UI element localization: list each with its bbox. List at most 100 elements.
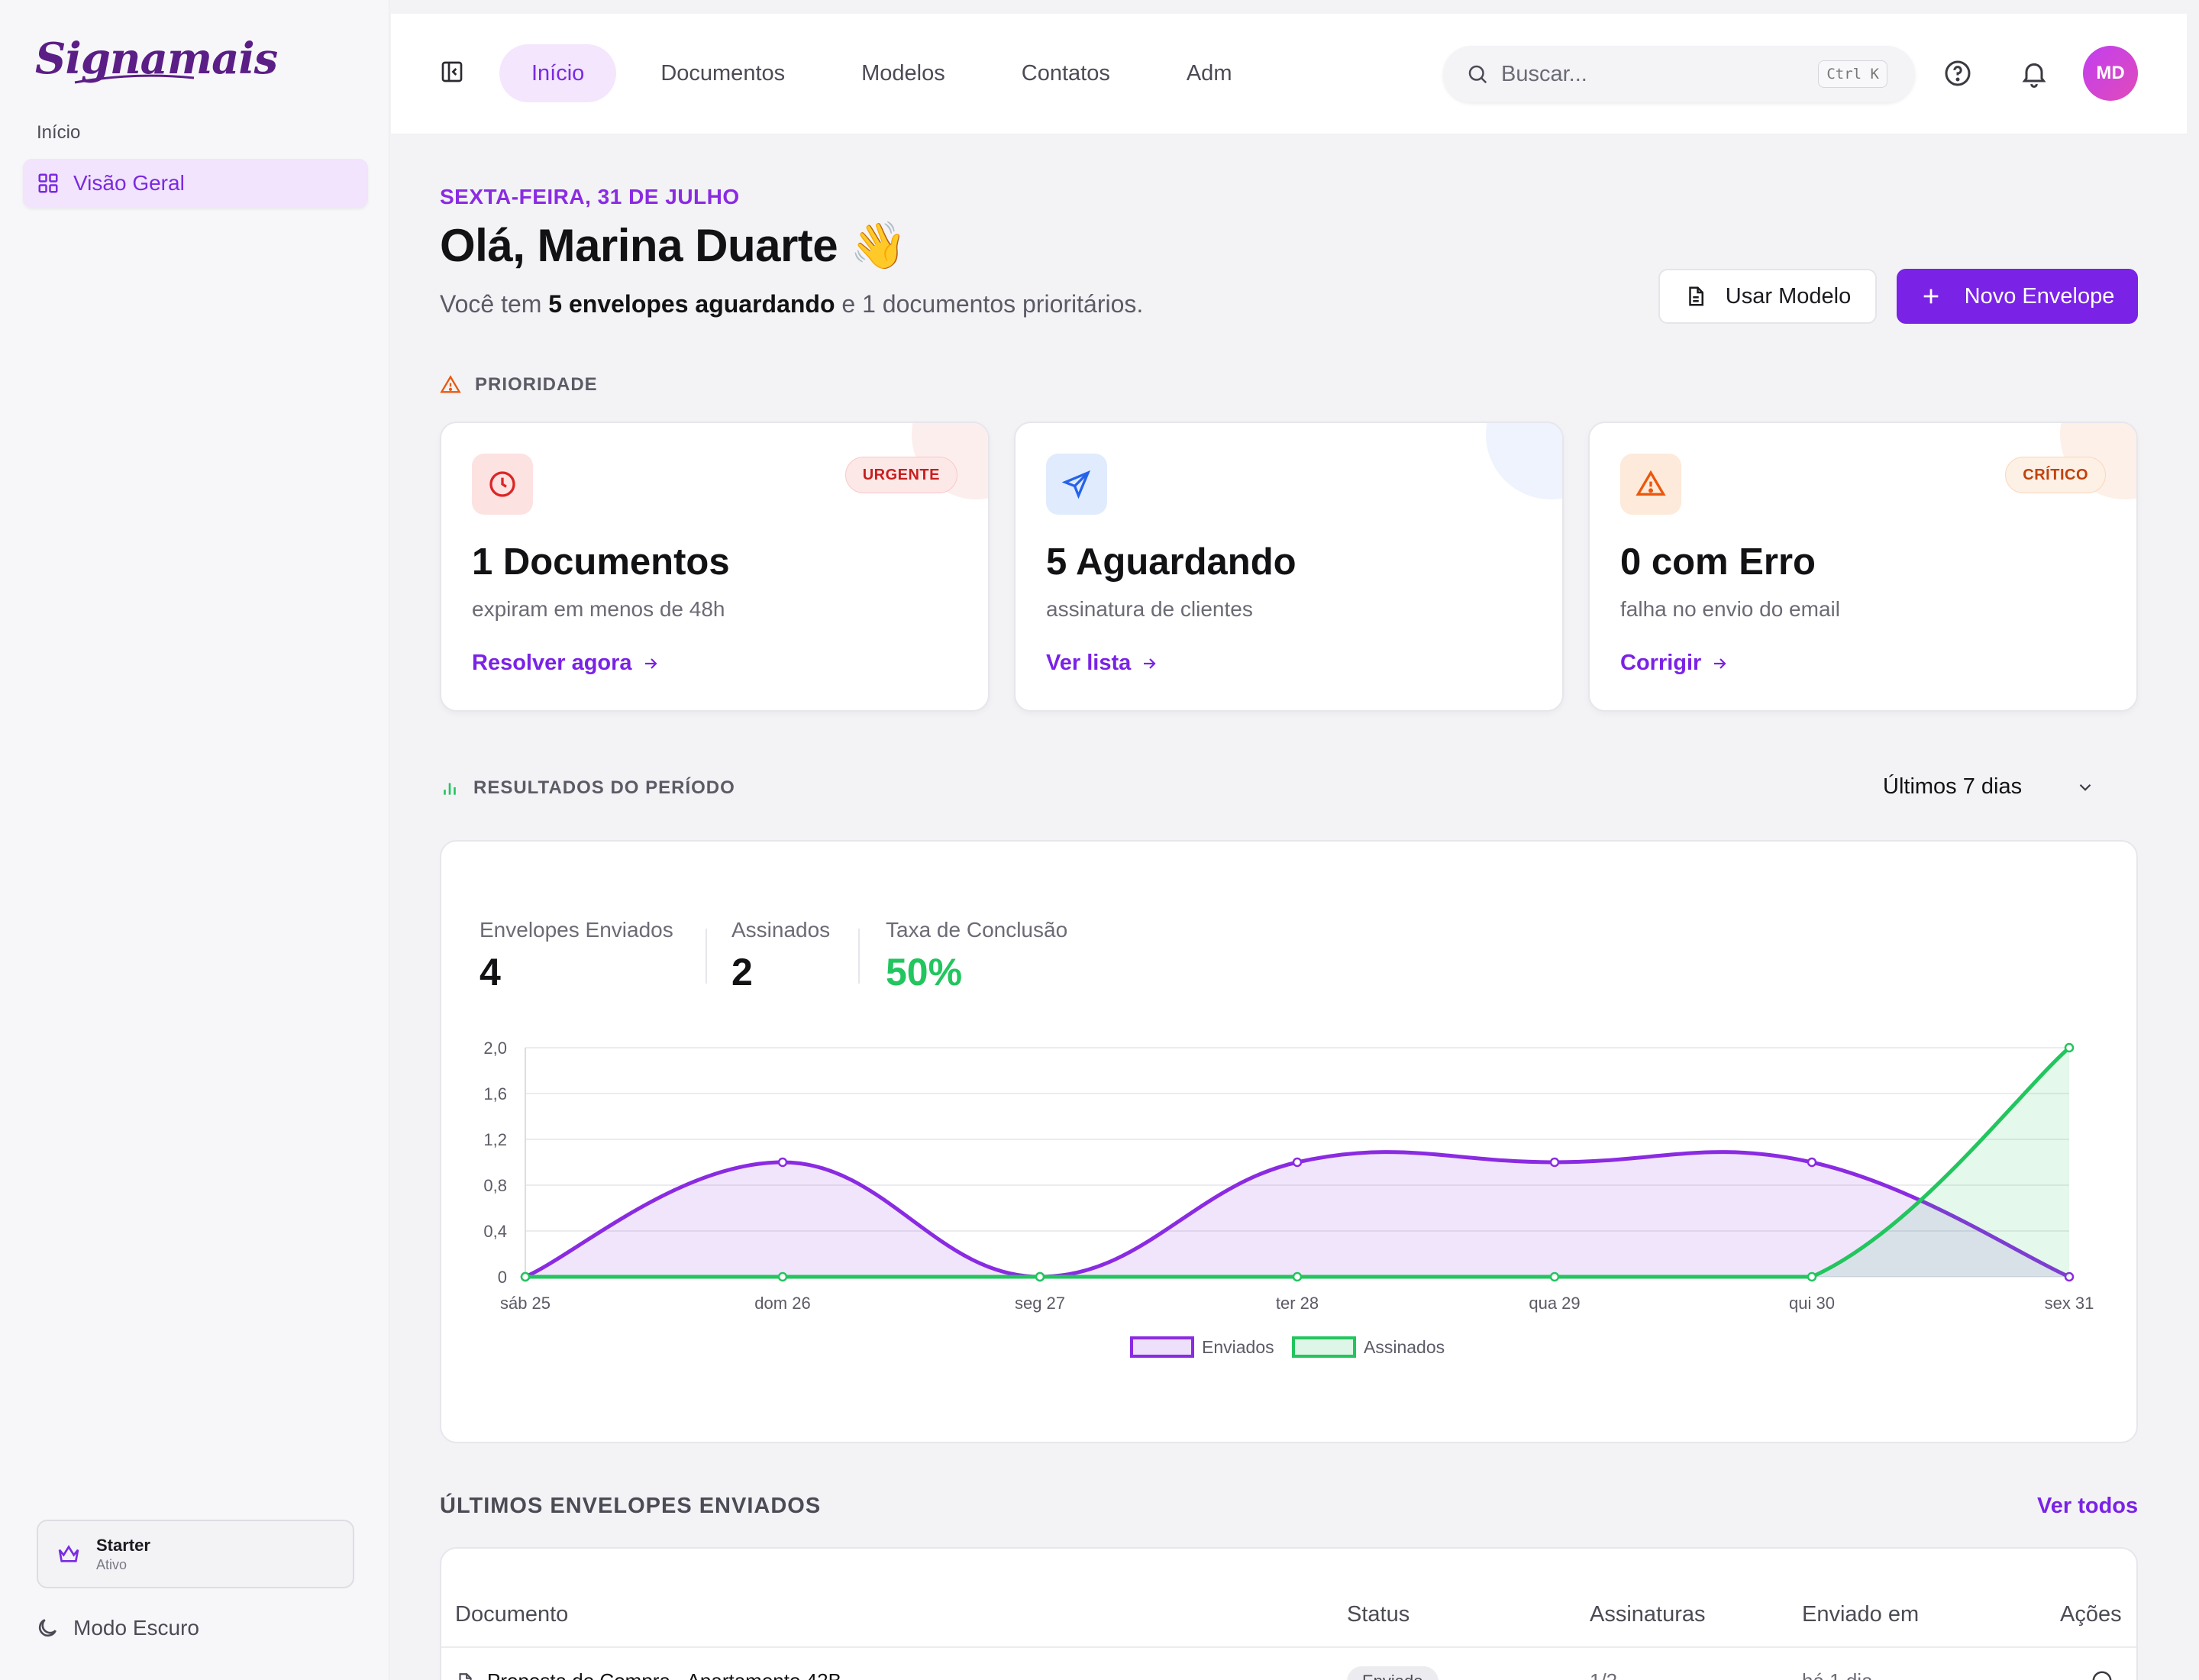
new-envelope-button[interactable]: Novo Envelope <box>1897 269 2138 324</box>
stat-divider <box>706 929 707 984</box>
tab-modelos[interactable]: Modelos <box>861 60 945 86</box>
legend-label: Assinados <box>1364 1337 1445 1357</box>
urgent-badge: URGENTE <box>844 457 957 493</box>
x-tick-label: seg 27 <box>1015 1294 1065 1313</box>
dark-mode-toggle[interactable]: Modo Escuro <box>35 1616 199 1640</box>
document-icon <box>1689 286 1703 306</box>
card-icon-box <box>1046 454 1107 515</box>
chevron-down-icon <box>2079 783 2091 791</box>
card-description: assinatura de clientes <box>1046 597 1253 621</box>
card-link-label: Corrigir <box>1620 651 1702 675</box>
priority-card-urgent[interactable]: URGENTE 1 Documentos expiram em menos de… <box>440 422 990 712</box>
card-icon-box <box>1620 454 1681 515</box>
legend-label: Enviados <box>1202 1337 1274 1357</box>
greeting-subtext: Você tem 5 envelopes aguardando e 1 docu… <box>440 290 1143 318</box>
plus-icon <box>1923 289 1938 304</box>
resolve-now-link[interactable]: Resolver agora <box>472 651 660 676</box>
column-header-status[interactable]: Status <box>1347 1602 1410 1627</box>
tab-adm[interactable]: Adm <box>1186 60 1232 86</box>
data-point <box>520 1271 531 1282</box>
x-tick-label: qua 29 <box>1529 1294 1580 1313</box>
data-point <box>777 1271 788 1282</box>
priority-card-waiting[interactable]: 5 Aguardando assinatura de clientes Ver … <box>1014 422 1564 712</box>
stat-value: 50% <box>886 951 963 993</box>
alert-icon <box>1636 470 1666 496</box>
data-point <box>2064 1042 2075 1053</box>
more-icon <box>2092 1671 2112 1680</box>
priority-card-error[interactable]: CRÍTICO 0 com Erro falha no envio do ema… <box>1588 422 2138 712</box>
card-description: falha no envio do email <box>1620 597 1840 621</box>
subtext-suffix: e 1 documentos prioritários. <box>835 290 1144 318</box>
stat-label: Envelopes Enviados <box>480 918 673 942</box>
use-template-button[interactable]: Usar Modelo <box>1658 269 1877 324</box>
notifications-button[interactable] <box>2019 58 2049 92</box>
status-badge: Enviado <box>1347 1666 1439 1680</box>
sidebar: Signamais Início Visão Geral Starter Ati… <box>0 0 389 1680</box>
data-point <box>1549 1157 1560 1168</box>
sidebar-item-label: Visão Geral <box>73 171 185 195</box>
help-button[interactable] <box>1942 58 1973 92</box>
plan-name: Starter <box>96 1535 150 1555</box>
card-link-label: Resolver agora <box>472 651 632 675</box>
current-date: SEXTA-FEIRA, 31 DE JULHO <box>440 185 740 208</box>
period-select[interactable]: Últimos 7 dias <box>1883 774 2095 800</box>
search-placeholder: Buscar... <box>1501 61 1587 86</box>
stat-signed: Assinados 2 <box>731 918 830 994</box>
x-tick-label: sáb 25 <box>500 1294 551 1313</box>
x-tick-label: ter 28 <box>1276 1294 1319 1313</box>
moon-icon <box>38 1619 57 1637</box>
subtext-prefix: Você tem <box>440 290 549 318</box>
see-all-link[interactable]: Ver todos <box>2037 1494 2139 1518</box>
column-header-signatures[interactable]: Assinaturas <box>1590 1602 1706 1627</box>
series-area-enviados <box>525 1152 2069 1277</box>
data-point <box>2064 1271 2075 1282</box>
envelopes-title: ÚLTIMOS ENVELOPES ENVIADOS <box>440 1494 822 1518</box>
topbar: Início Documentos Modelos Contatos Adm B… <box>391 14 2187 134</box>
row-actions-button[interactable] <box>2091 1669 2113 1680</box>
stat-label: Taxa de Conclusão <box>886 918 1068 942</box>
help-icon <box>1945 60 1971 86</box>
envelopes-table: Documento Status Assinaturas Enviado em … <box>440 1547 2138 1680</box>
column-header-sent[interactable]: Enviado em <box>1802 1602 1920 1627</box>
y-tick-label: 2,0 <box>483 1039 507 1058</box>
send-icon <box>1061 470 1091 499</box>
sidebar-toggle-button[interactable] <box>440 60 464 88</box>
stat-value: 2 <box>731 951 753 993</box>
x-tick-label: qui 30 <box>1789 1294 1835 1313</box>
avatar[interactable]: MD <box>2083 46 2138 101</box>
fix-link[interactable]: Corrigir <box>1620 651 1729 676</box>
plan-card[interactable]: Starter Ativo <box>37 1520 354 1588</box>
data-point <box>1292 1157 1303 1168</box>
y-tick-label: 1,2 <box>483 1130 507 1149</box>
tab-contatos[interactable]: Contatos <box>1021 60 1110 86</box>
results-label-text: RESULTADOS DO PERÍODO <box>473 777 735 798</box>
arrow-right-icon <box>1714 657 1726 669</box>
search-input[interactable]: Buscar... Ctrl K <box>1443 46 1915 102</box>
sidebar-item-overview[interactable]: Visão Geral <box>23 159 368 208</box>
results-chart-card: Envelopes Enviados 4 Assinados 2 Taxa de… <box>440 840 2138 1443</box>
new-envelope-label: Novo Envelope <box>1964 283 2115 309</box>
y-tick-label: 0,8 <box>483 1176 507 1195</box>
card-description: expiram em menos de 48h <box>472 597 725 621</box>
tab-inicio[interactable]: Início <box>499 44 617 102</box>
greeting-title: Olá, Marina Duarte 👋 <box>440 220 907 271</box>
bar-chart-icon <box>444 783 456 795</box>
tab-documentos[interactable]: Documentos <box>660 60 786 86</box>
y-tick-label: 0 <box>498 1268 507 1287</box>
card-link-label: Ver lista <box>1046 651 1132 675</box>
stat-value: 4 <box>480 951 501 993</box>
stat-completion: Taxa de Conclusão 50% <box>886 918 1067 994</box>
card-title: 1 Documentos <box>472 541 730 583</box>
search-shortcut: Ctrl K <box>1818 60 1887 88</box>
column-header-document[interactable]: Documento <box>455 1602 569 1627</box>
data-point <box>1807 1271 1817 1282</box>
arrow-right-icon <box>1144 657 1156 669</box>
stat-label: Assinados <box>731 918 831 942</box>
table-row[interactable]: Proposta de Compra - Apartamento 42B <box>455 1669 841 1680</box>
use-template-label: Usar Modelo <box>1725 283 1852 309</box>
priority-label-text: PRIORIDADE <box>475 374 598 395</box>
file-icon <box>459 1672 472 1680</box>
view-list-link[interactable]: Ver lista <box>1046 651 1158 676</box>
row-sent: há 1 dia <box>1802 1669 1873 1680</box>
series-area-assinados <box>525 1048 2069 1277</box>
